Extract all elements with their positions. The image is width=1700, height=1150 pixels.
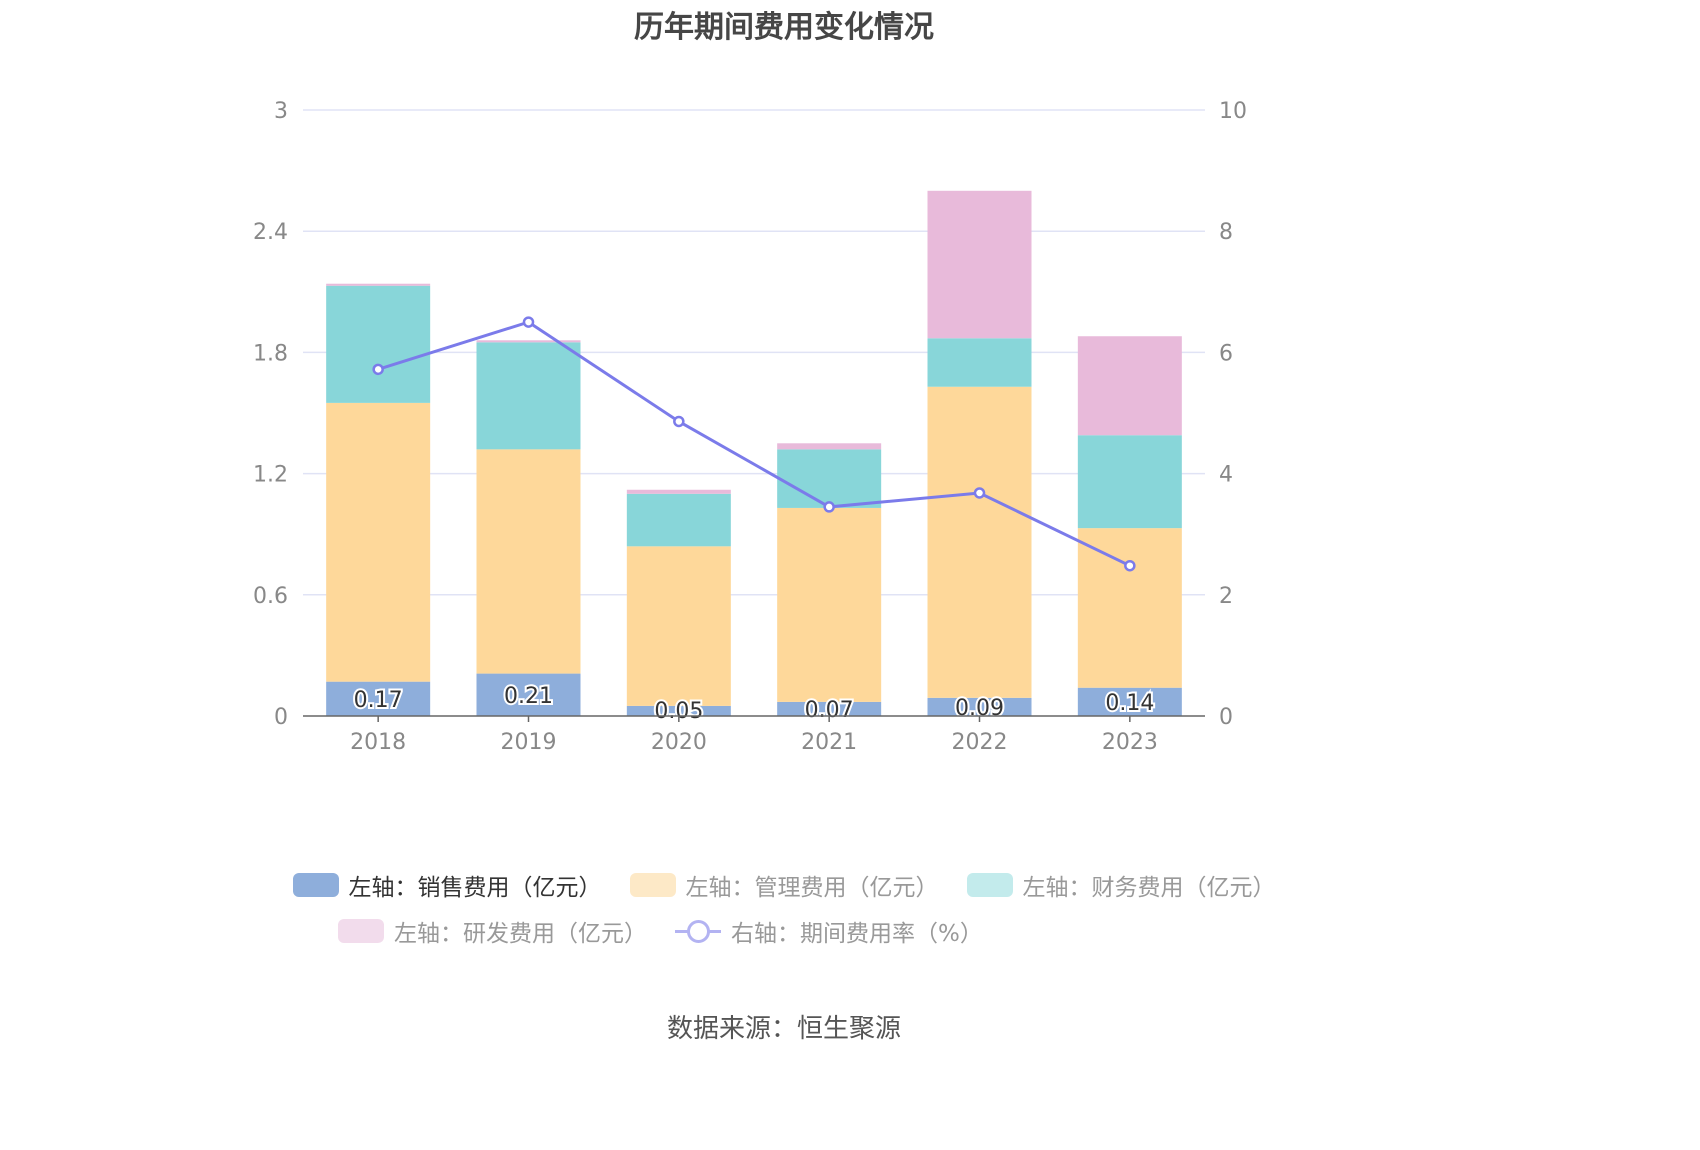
- legend-item-sales[interactable]: 左轴：销售费用（亿元）: [292, 868, 602, 902]
- legend-item-rate[interactable]: 右轴：期间费用率（%）: [675, 914, 983, 948]
- rate-point: [973, 487, 986, 499]
- bar-segment: [927, 386, 1032, 698]
- bar-segment: [626, 705, 731, 716]
- legend-label-sales: 左轴：销售费用（亿元）: [348, 875, 602, 901]
- bar-segment: [476, 673, 581, 716]
- bar-value-label: 0.17: [354, 688, 403, 713]
- rate-point: [372, 363, 384, 376]
- bar-segment: [476, 340, 581, 343]
- chart-title: 历年期间费用变化情况: [634, 10, 934, 45]
- legend-label-rd: 左轴：研发费用（亿元）: [394, 921, 647, 947]
- bar-segment: [777, 507, 882, 702]
- source-note: 数据来源：恒生聚源: [666, 1014, 901, 1044]
- right-tick-label: 8: [1219, 220, 1233, 245]
- right-tick-label: 0: [1219, 705, 1233, 730]
- right-tick-label: 4: [1219, 463, 1233, 488]
- bar-segment: [927, 697, 1032, 716]
- right-tick-label: 10: [1219, 99, 1247, 124]
- bar-segment: [777, 701, 882, 716]
- bar-segment: [326, 402, 431, 682]
- bar-segment: [476, 342, 581, 450]
- bar-segment: [326, 283, 431, 286]
- legend-swatch-admin: [629, 873, 676, 897]
- legend-line-marker-icon: [675, 919, 721, 943]
- bar-segment: [326, 681, 431, 716]
- legend-item-admin[interactable]: 左轴：管理费用（亿元）: [629, 868, 939, 902]
- bar-segment: [927, 338, 1032, 387]
- legend-item-finance[interactable]: 左轴：财务费用（亿元）: [966, 868, 1276, 902]
- legend-row-1: 左轴：销售费用（亿元） 左轴：管理费用（亿元） 左轴：财务费用（亿元）: [0, 868, 1568, 902]
- rate-line: [377, 320, 1131, 568]
- bar-segment: [1077, 435, 1182, 529]
- left-tick-label: 0: [274, 705, 288, 730]
- bar-segment: [927, 190, 1032, 339]
- left-tick-label: 0.6: [253, 584, 288, 609]
- bar-segment: [1077, 528, 1182, 688]
- bar-segment: [777, 443, 882, 450]
- left-tick-label: 3: [274, 99, 288, 124]
- bar-segment: [1077, 687, 1182, 716]
- left-tick-label: 1.2: [253, 463, 288, 488]
- rate-point: [522, 316, 535, 328]
- legend-label-finance: 左轴：财务费用（亿元）: [1022, 875, 1276, 901]
- legend-swatch-sales: [292, 873, 339, 897]
- legend-swatch-rd: [338, 919, 384, 943]
- rate-point: [1124, 559, 1136, 572]
- legend-label-rate: 右轴：期间费用率（%）: [731, 921, 983, 947]
- bar-segment: [777, 449, 882, 508]
- left-tick-label: 1.8: [253, 341, 288, 366]
- legend-label-admin: 左轴：管理费用（亿元）: [685, 875, 939, 901]
- bar-segment: [626, 546, 731, 706]
- left-tick-label: 2.4: [253, 220, 288, 245]
- x-tick-label: 2023: [1102, 730, 1158, 755]
- legend: 左轴：销售费用（亿元） 左轴：管理费用（亿元） 左轴：财务费用（亿元） 左轴：研…: [0, 868, 1568, 960]
- bar-segment: [1077, 336, 1182, 436]
- legend-item-rd[interactable]: 左轴：研发费用（亿元）: [338, 914, 647, 948]
- rate-point: [823, 501, 835, 513]
- x-tick-label: 2020: [651, 730, 707, 755]
- right-tick-label: 2: [1219, 584, 1233, 609]
- bar-value-label: 0.14: [1105, 691, 1154, 716]
- bar-value-label: 0.21: [504, 684, 553, 709]
- bar-segment: [626, 489, 731, 494]
- bar-segment: [326, 285, 431, 403]
- bar-segment: [476, 449, 581, 674]
- x-tick-label: 2022: [952, 730, 1008, 755]
- x-tick-label: 2019: [501, 730, 557, 755]
- legend-swatch-finance: [966, 873, 1013, 897]
- x-tick-label: 2018: [350, 730, 406, 755]
- legend-row-2: 左轴：研发费用（亿元） 右轴：期间费用率（%）: [0, 914, 1568, 948]
- rate-point: [673, 415, 685, 428]
- x-tick-label: 2021: [801, 730, 857, 755]
- bar-segment: [626, 493, 731, 547]
- right-tick-label: 6: [1219, 341, 1233, 366]
